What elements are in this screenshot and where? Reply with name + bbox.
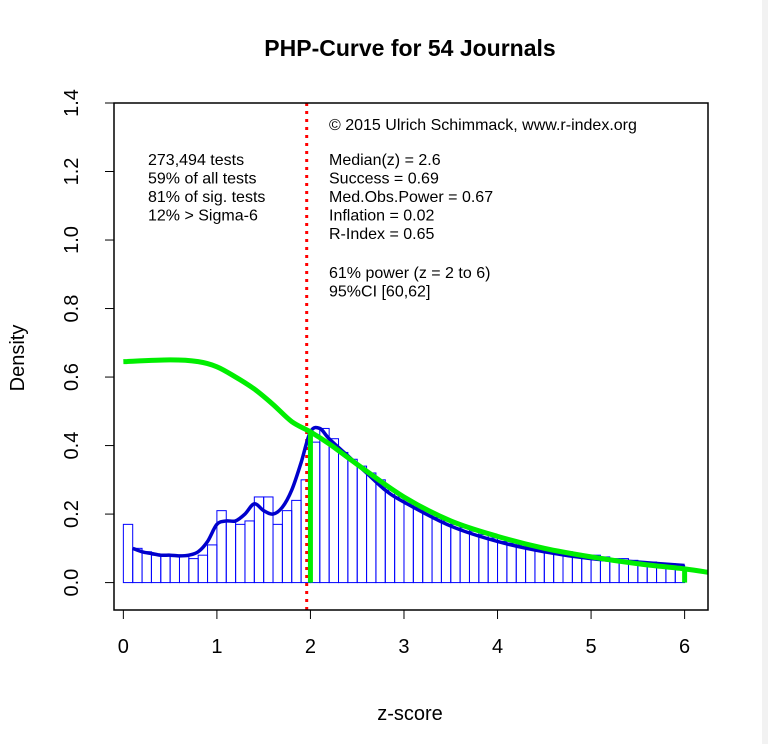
histogram-bar xyxy=(534,547,545,584)
y-tick-label: 1.0 xyxy=(61,226,83,254)
x-tick-label: 5 xyxy=(586,636,597,658)
power-estimate-text: 61% power (z = 2 to 6) xyxy=(329,265,490,282)
histogram-bar xyxy=(188,558,199,584)
histogram-bar xyxy=(272,523,283,584)
histogram-bar xyxy=(356,465,368,584)
y-tick-label: 0.2 xyxy=(61,500,83,528)
histogram-bar xyxy=(431,517,442,584)
y-tick-label: 1.2 xyxy=(61,158,83,186)
statistics-text: Inflation = 0.02 xyxy=(329,208,435,225)
histogram-bar xyxy=(141,551,152,584)
histogram-bar xyxy=(468,530,480,584)
histogram-bar xyxy=(450,523,461,584)
y-axis-label: Density xyxy=(7,325,29,392)
test-summary-text: 12% > Sigma-6 xyxy=(148,208,258,225)
histogram-bar xyxy=(403,503,414,584)
chart-title: PHP-Curve for 54 Journals xyxy=(264,35,555,61)
histogram-bar xyxy=(281,510,293,584)
histogram-bar xyxy=(319,427,330,584)
histogram-bar xyxy=(375,479,386,584)
y-tick-label: 0.4 xyxy=(61,432,83,460)
histogram-bar xyxy=(160,554,171,584)
statistics-text: Success = 0.69 xyxy=(329,171,439,188)
histogram-bar xyxy=(169,554,180,584)
histogram-bar xyxy=(459,527,470,584)
histogram-bar xyxy=(132,547,143,584)
histogram-bar xyxy=(150,554,162,584)
y-tick-label: 0.8 xyxy=(61,295,83,323)
y-tick-label: 0.6 xyxy=(61,363,83,391)
histogram-bar xyxy=(207,544,218,584)
power-estimate-text: 95%CI [60,62] xyxy=(329,284,430,301)
statistics-text: Median(z) = 2.6 xyxy=(329,152,441,169)
histogram-bar xyxy=(412,506,424,584)
histogram-bar xyxy=(525,546,536,584)
histogram-bar xyxy=(235,523,246,584)
window-edge xyxy=(762,0,768,744)
observed-density-curve xyxy=(132,425,685,568)
copyright-text: © 2015 Ulrich Schimmack, www.r-index.org xyxy=(329,117,637,134)
histogram-bar xyxy=(122,523,134,584)
histogram-bar xyxy=(347,458,358,584)
histogram-bar xyxy=(384,489,396,584)
test-summary-text: 81% of sig. tests xyxy=(148,189,265,206)
x-tick-label: 1 xyxy=(211,636,222,658)
histogram-bar xyxy=(197,554,209,584)
fitted-power-curve xyxy=(123,357,709,575)
test-summary-text: 273,494 tests xyxy=(148,152,244,169)
histogram-bar xyxy=(291,499,302,584)
statistics-text: R-Index = 0.65 xyxy=(329,226,435,243)
plot-frame xyxy=(113,102,709,611)
histogram-bar xyxy=(225,520,237,584)
histogram-bar xyxy=(328,438,340,584)
histogram-bar xyxy=(506,542,517,584)
x-axis-label: z-score xyxy=(377,703,443,725)
histogram-bar xyxy=(478,534,489,584)
histogram-bar xyxy=(394,496,405,584)
x-tick-label: 4 xyxy=(492,636,503,658)
histogram-bar xyxy=(497,540,508,584)
histogram-bar xyxy=(366,472,377,584)
statistics-text: Med.Obs.Power = 0.67 xyxy=(329,189,493,206)
y-tick-label: 1.4 xyxy=(61,89,83,117)
x-tick-label: 0 xyxy=(118,636,129,658)
histogram-bar xyxy=(515,544,527,584)
y-tick-label: 0.0 xyxy=(61,569,83,597)
histogram-bar xyxy=(440,520,452,584)
x-tick-label: 2 xyxy=(305,636,316,658)
histogram-bar xyxy=(338,451,349,584)
x-tick-label: 6 xyxy=(679,636,690,658)
x-tick-label: 3 xyxy=(398,636,409,658)
histogram-bar xyxy=(244,520,255,584)
histogram-bar xyxy=(487,537,499,584)
histogram-bar xyxy=(178,554,190,584)
histogram-bar xyxy=(422,510,433,584)
test-summary-text: 59% of all tests xyxy=(148,171,257,188)
